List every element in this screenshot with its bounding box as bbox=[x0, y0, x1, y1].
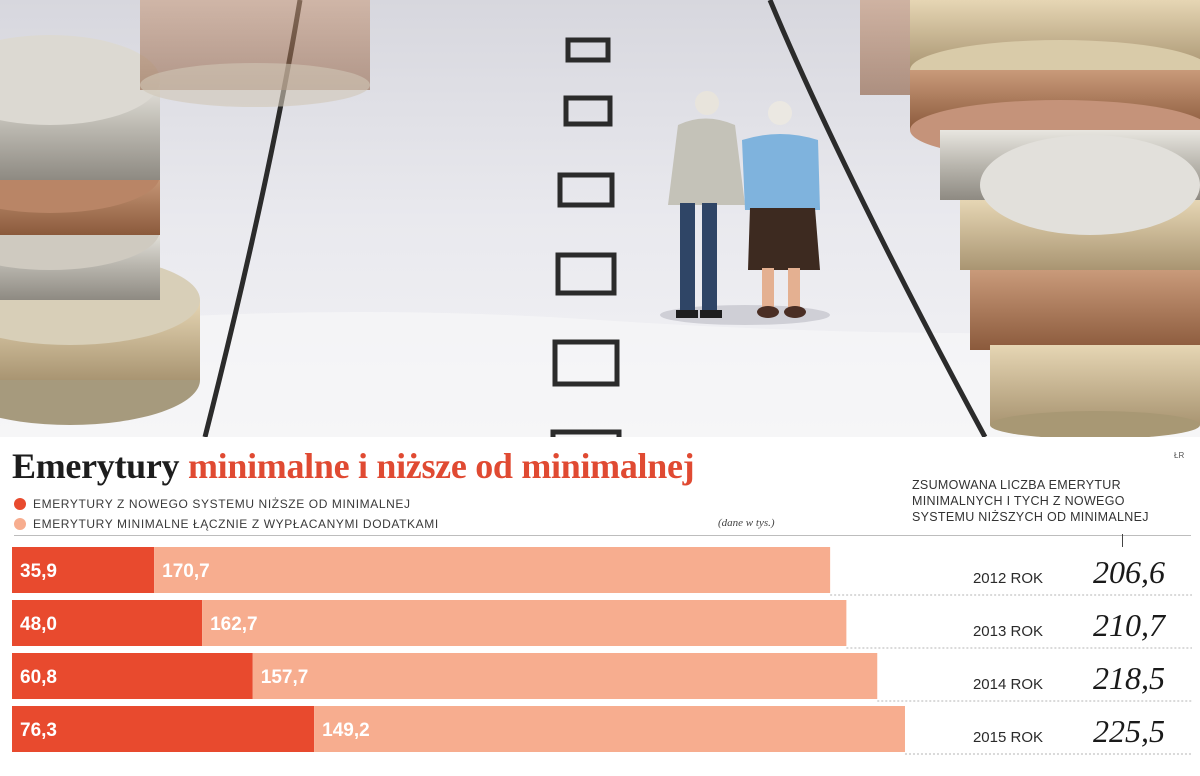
total-value: 206,6 bbox=[1093, 554, 1165, 590]
bar-minimal bbox=[202, 600, 847, 646]
totals-pointer-tick bbox=[1122, 534, 1123, 547]
value-label-minimal: 149,2 bbox=[322, 720, 370, 741]
title-part-1: Emerytury bbox=[12, 446, 180, 486]
bar-new-system bbox=[12, 706, 315, 752]
value-label-new-system: 76,3 bbox=[20, 720, 57, 741]
value-label-minimal: 170,7 bbox=[162, 561, 210, 582]
totals-description: ZSUMOWANA LICZBA EMERYTUR MINIMALNYCH I … bbox=[912, 478, 1149, 524]
legend-item-minimal: EMERYTURY MINIMALNE ŁĄCZNIE Z WYPŁACANYM… bbox=[14, 517, 439, 531]
total-value: 210,7 bbox=[1093, 607, 1167, 643]
legend-label: EMERYTURY Z NOWEGO SYSTEMU NIŻSZE OD MIN… bbox=[33, 497, 411, 511]
total-value: 218,5 bbox=[1093, 660, 1165, 696]
infographic: Emerytury minimalne i niższe od minimaln… bbox=[0, 437, 1200, 776]
header-photo bbox=[0, 0, 1200, 437]
bar-new-system bbox=[12, 653, 253, 699]
total-value: 225,5 bbox=[1093, 713, 1165, 749]
stacked-bar-chart: 35,9 170,7 2012 ROK 206,6 48,0 162,7 2013 ROK 2… bbox=[12, 547, 1192, 755]
legend-item-new-system: EMERYTURY Z NOWEGO SYSTEMU NIŻSZE OD MIN… bbox=[14, 497, 411, 511]
bar-minimal bbox=[314, 706, 905, 752]
author-credit: ŁR bbox=[1174, 451, 1185, 460]
year-label: 2013 ROK bbox=[973, 623, 1043, 640]
unit-note: (dane w tys.) bbox=[718, 517, 775, 529]
bar-new-system bbox=[12, 547, 155, 593]
divider-line bbox=[14, 535, 1191, 536]
value-label-new-system: 60,8 bbox=[20, 667, 57, 688]
legend-swatch-red bbox=[14, 498, 26, 510]
bar-minimal bbox=[154, 547, 831, 593]
chart-title: Emerytury minimalne i niższe od minimaln… bbox=[12, 445, 695, 487]
bar-minimal bbox=[252, 653, 878, 699]
value-label-minimal: 157,7 bbox=[261, 667, 309, 688]
value-label-new-system: 48,0 bbox=[20, 614, 57, 635]
year-label: 2012 ROK bbox=[973, 570, 1043, 587]
value-label-new-system: 35,9 bbox=[20, 561, 57, 582]
legend-swatch-salmon bbox=[14, 518, 26, 530]
legend-label: EMERYTURY MINIMALNE ŁĄCZNIE Z WYPŁACANYM… bbox=[33, 517, 439, 531]
year-label: 2014 ROK bbox=[973, 676, 1043, 693]
value-label-minimal: 162,7 bbox=[210, 614, 258, 635]
seniors-on-paper-illustration bbox=[0, 0, 1200, 437]
year-label: 2015 ROK bbox=[973, 729, 1043, 746]
bar-new-system bbox=[12, 600, 203, 646]
title-part-2: minimalne i niższe od minimalnej bbox=[187, 446, 695, 486]
